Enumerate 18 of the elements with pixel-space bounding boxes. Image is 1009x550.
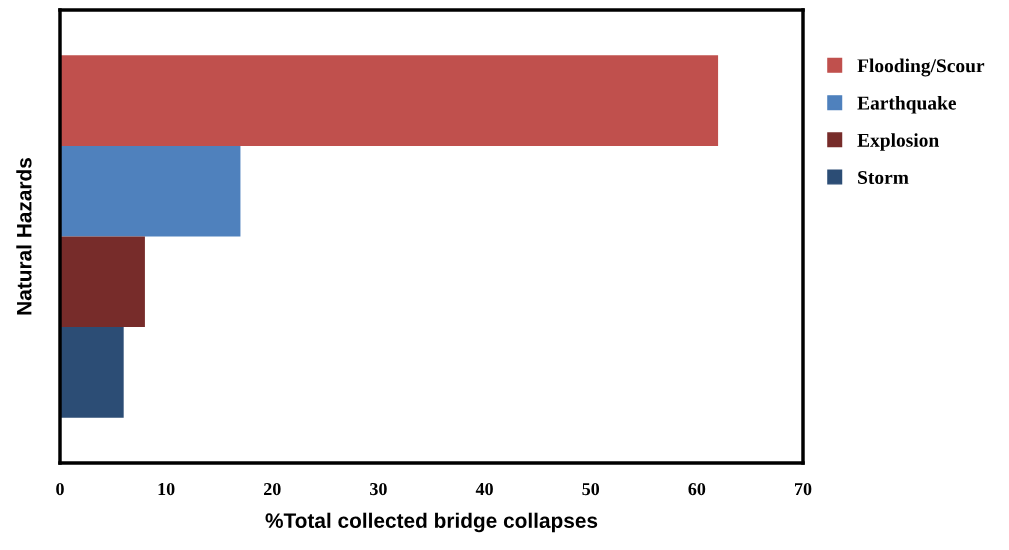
legend-label: Explosion [857,133,939,151]
legend-label: Flooding/Scour [857,58,985,77]
x-tick-label: 50 [582,482,600,496]
x-tick-label: 60 [688,482,706,496]
legend-label: Storm [858,170,909,185]
x-tick-label: 70 [795,482,812,496]
x-tick-label: 0 [56,482,64,496]
bar [60,145,241,237]
x-tick-label: 20 [264,482,281,496]
legend-label: Earthquake [857,95,956,114]
x-tick-label: 30 [370,482,387,496]
bar [60,236,145,328]
bar [60,55,719,146]
y-axis-title: Natural Hazards [16,158,32,315]
bar [60,327,124,418]
x-tick-label: 40 [475,482,493,496]
x-tick-label: 10 [158,482,175,496]
x-axis-title: %Total collected bridge collapses [265,512,598,533]
